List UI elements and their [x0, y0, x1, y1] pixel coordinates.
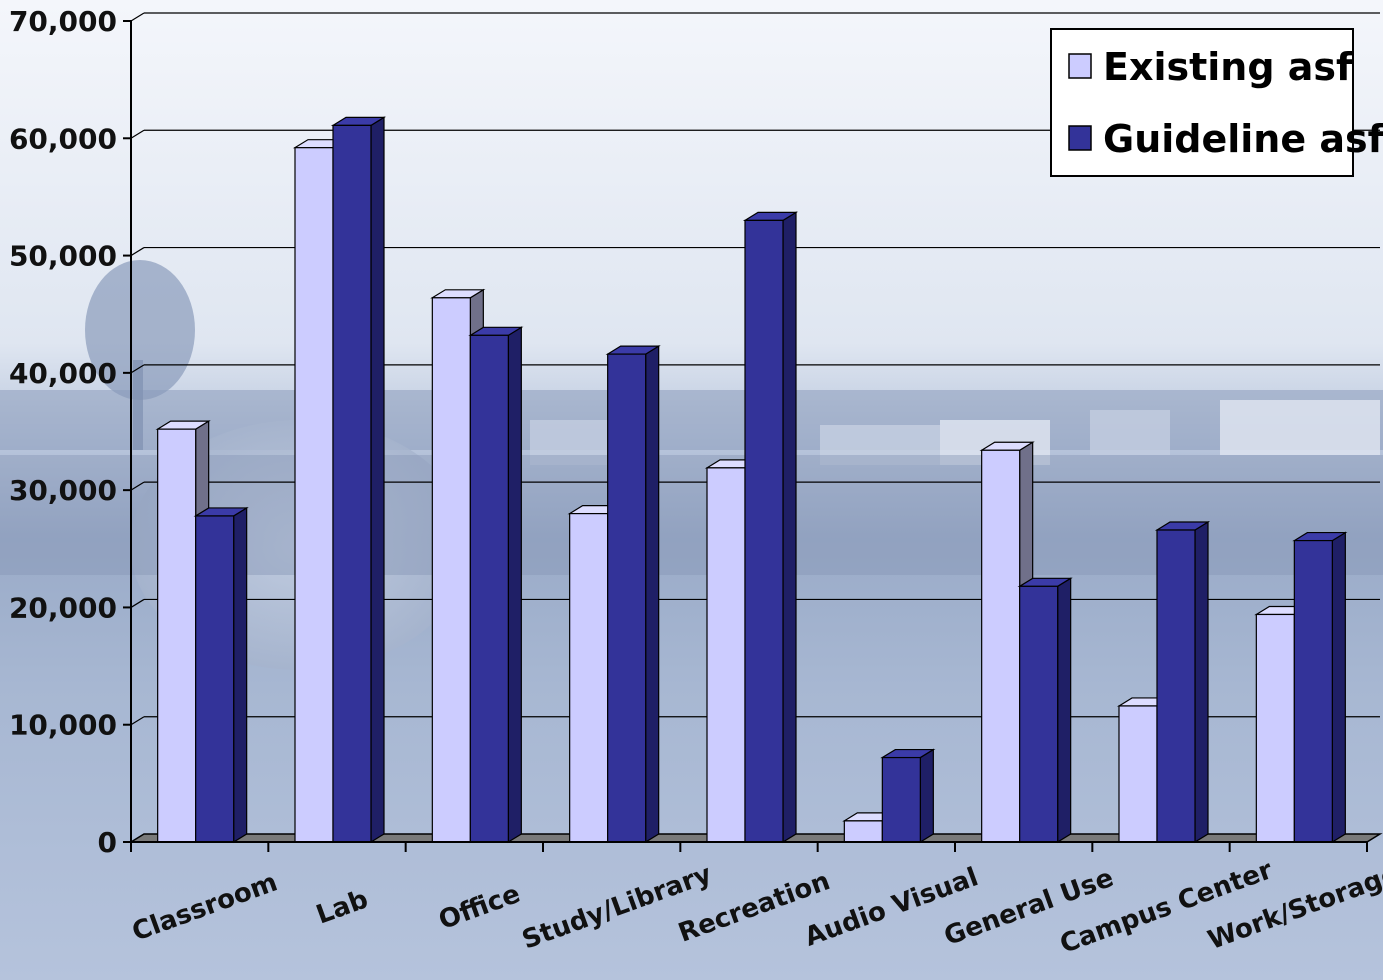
gridline-wall-edge — [130, 598, 145, 608]
legend-swatch-guideline — [1068, 125, 1092, 151]
bar-side — [1331, 531, 1346, 844]
legend-label-existing: Existing asf — [1103, 45, 1353, 89]
y-tick-label: 20,000 — [9, 591, 117, 624]
bar-guideline-6 — [1017, 577, 1073, 844]
bar-front — [294, 147, 334, 843]
bar-guideline-7 — [1154, 520, 1211, 844]
legend-swatch-existing — [1068, 53, 1092, 79]
bar-side — [370, 116, 385, 844]
gridline-wall-edge — [130, 716, 145, 726]
bar-front — [1293, 539, 1333, 843]
gridline-wall-edge — [130, 247, 145, 257]
bar-side — [645, 345, 660, 844]
gridline-wall-edge — [130, 129, 145, 139]
y-tick-label: 10,000 — [9, 709, 117, 742]
bar-front — [157, 428, 197, 843]
y-tick-labels: 0 10,000 20,000 30,000 40,000 50,000 60,000 70,… — [9, 5, 117, 859]
bar-guideline-8 — [1292, 531, 1348, 844]
legend: Existing asf Guideline asf — [1050, 28, 1383, 177]
bar-side — [1194, 520, 1209, 844]
bar-side — [1057, 577, 1072, 844]
bar-front — [706, 467, 746, 843]
bar-front — [843, 820, 883, 843]
y-tick-label: 30,000 — [9, 474, 117, 507]
bar-front — [1118, 705, 1158, 843]
y-tick-label: 0 — [98, 826, 117, 859]
bar-front — [332, 124, 372, 843]
bar-front — [1019, 585, 1059, 843]
bar-side — [919, 748, 934, 844]
y-tick-label: 50,000 — [9, 240, 117, 273]
legend-box — [1050, 28, 1354, 177]
bar-guideline-2 — [468, 326, 524, 844]
bar-front — [607, 353, 647, 843]
axes — [123, 20, 1368, 852]
bar-guideline-5 — [880, 748, 936, 844]
bar-side — [507, 326, 522, 844]
legend-label-guideline: Guideline asf — [1103, 117, 1383, 161]
bar-front — [569, 512, 609, 843]
y-tick-label: 60,000 — [9, 122, 117, 155]
gridline-wall-edge — [130, 481, 145, 491]
bar-existing-7 — [1116, 696, 1173, 844]
bar-front — [981, 449, 1021, 843]
bar-front — [469, 334, 509, 843]
bar-front — [431, 297, 471, 843]
bar-front — [1255, 613, 1295, 843]
bar-front — [195, 515, 235, 843]
bar-side — [782, 211, 797, 844]
gridline-wall-edge — [130, 364, 145, 374]
bar-side — [233, 506, 248, 844]
bar-front — [1156, 529, 1196, 843]
bar-guideline-4 — [742, 211, 799, 844]
bar-guideline-3 — [605, 345, 661, 844]
bar-front — [881, 756, 921, 843]
bars — [155, 116, 1348, 844]
bar-front — [744, 219, 784, 843]
y-tick-label: 70,000 — [9, 5, 117, 38]
y-tick-label: 40,000 — [9, 357, 117, 390]
gridline-wall-edge — [130, 12, 145, 22]
bar-guideline-1 — [330, 116, 387, 844]
bar-guideline-0 — [193, 506, 249, 844]
